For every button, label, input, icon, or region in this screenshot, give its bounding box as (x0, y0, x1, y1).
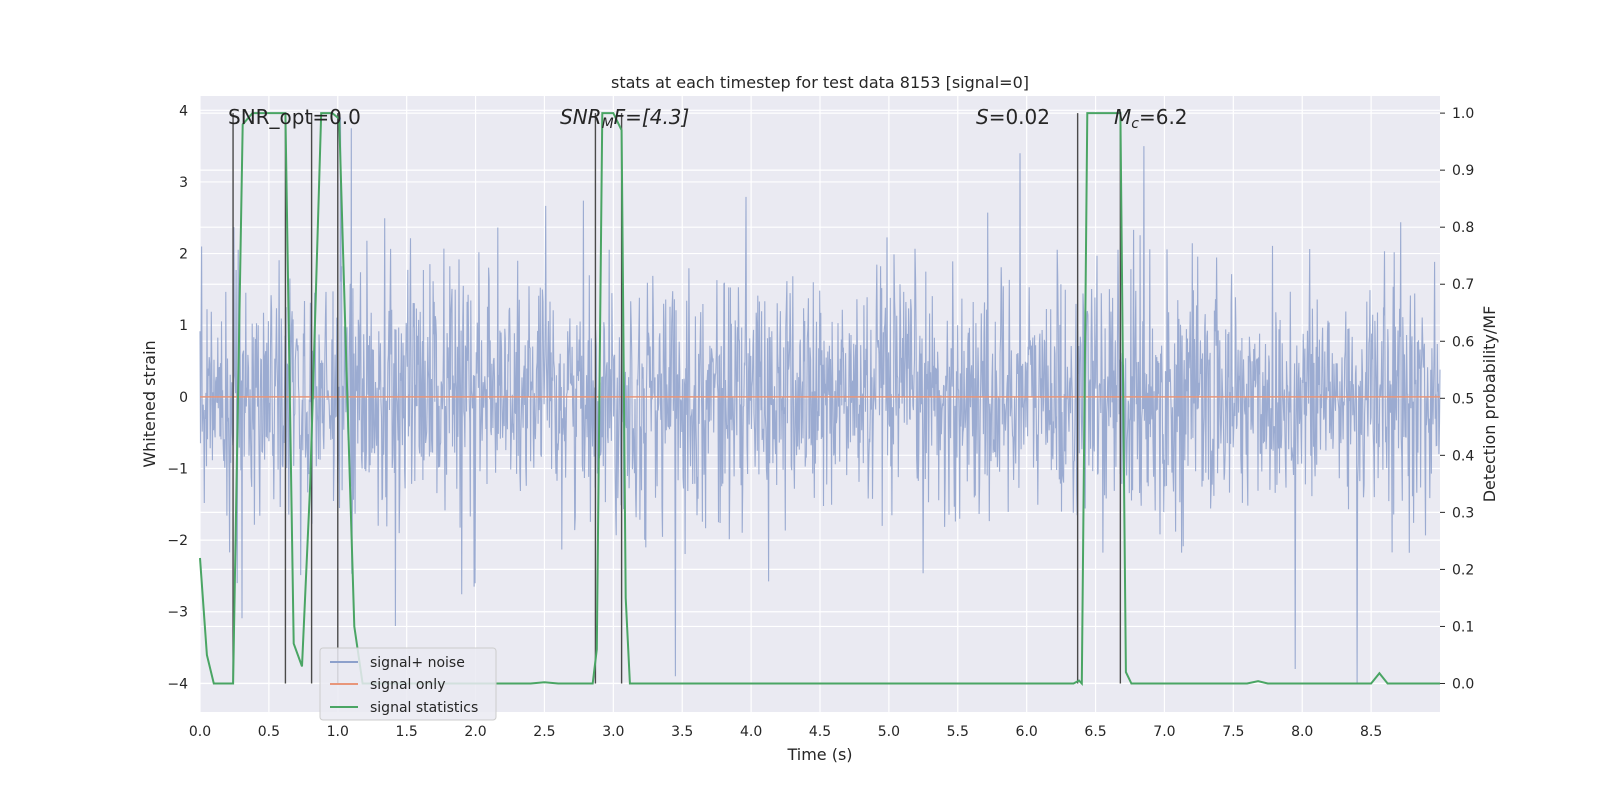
vertical-markers (232, 113, 1122, 684)
x-tick-label: 4.5 (809, 724, 831, 740)
x-tick-labels: 0.0 0.5 1.0 1.5 2.0 2.5 3.0 3.5 4.0 4.5 5.0 5.5 6.0 6… (189, 724, 1382, 740)
annotation-snr-mf-symbol: SNR (560, 105, 602, 129)
right-y-tick-label: 0.4 (1452, 448, 1474, 464)
y-tick-label: −4 (167, 676, 188, 692)
x-tick-label: 3.5 (671, 724, 693, 740)
y-tick-label: 0 (179, 390, 188, 406)
right-y-tick-label: 0.8 (1452, 220, 1474, 236)
right-y-tick-label: 0.5 (1452, 391, 1474, 407)
chart-title: stats at each timestep for test data 815… (611, 73, 1029, 92)
y-tick-labels: −4 −3 −2 −1 0 1 2 3 4 (167, 103, 188, 692)
signal-statistics-line (199, 112, 1440, 686)
right-y-tick-label: 0.0 (1452, 676, 1474, 692)
x-tick-label: 7.5 (1222, 724, 1244, 740)
y-tick-label: 2 (179, 247, 188, 263)
y-tick-label: 3 (179, 175, 188, 191)
right-y-tick-label: 0.6 (1452, 334, 1474, 350)
right-y-tick-label: 1.0 (1452, 106, 1474, 122)
right-y-tick-label: 0.9 (1452, 163, 1474, 179)
x-tick-label: 0.5 (258, 724, 280, 740)
annotation-mc-symbol: M (1114, 105, 1131, 129)
annotation-mc-value: =6.2 (1139, 105, 1188, 129)
x-tick-label: 2.0 (464, 724, 486, 740)
x-tick-label: 7.0 (1153, 724, 1175, 740)
right-y-tick-label: 0.1 (1452, 619, 1474, 635)
legend-frame (319, 647, 497, 721)
annotation-snr-mf: SNRMF=[4.3] (560, 105, 689, 132)
right-y-tick-labels: 0.0 0.1 0.2 0.3 0.4 0.5 0.6 0.7 0.8 0.9 1.0 (1440, 106, 1474, 692)
x-tick-label: 0.0 (189, 724, 211, 740)
x-tick-label: 5.0 (878, 724, 900, 740)
annotation-s: S=0.02 (976, 105, 1050, 129)
signal-noise-line (199, 117, 1441, 684)
x-axis-label: Time (s) (786, 745, 852, 764)
annotation-snr-mf-value: F=[4.3] (614, 105, 690, 129)
annotation-s-value: =0.02 (989, 105, 1050, 129)
y-axis-label: Whitened strain (140, 340, 159, 467)
right-y-tick-label: 0.7 (1452, 277, 1474, 293)
annotation-mc: Mc=6.2 (1114, 105, 1188, 132)
x-tick-label: 6.5 (1084, 724, 1106, 740)
y-tick-label: −1 (167, 461, 188, 477)
right-y-tick-label: 0.2 (1452, 562, 1474, 578)
right-y-axis-label: Detection probability/MF (1480, 306, 1499, 503)
y-tick-label: −2 (167, 533, 188, 549)
annotations: SNR_opt=0.0 SNRMF=[4.3] S=0.02 Mc=6.2 (228, 105, 1188, 132)
y-tick-label: −3 (167, 605, 188, 621)
x-tick-label: 1.5 (396, 724, 418, 740)
signal-statistics-series (199, 112, 1440, 686)
annotation-mc-subscript: c (1131, 116, 1139, 132)
x-tick-label: 5.5 (947, 724, 969, 740)
annotation-snr-mf-subscript: M (602, 116, 614, 132)
legend-label-signal-only: signal only (370, 677, 445, 693)
x-tick-label: 4.0 (740, 724, 762, 740)
annotation-s-symbol: S (976, 105, 989, 129)
y-tick-label: 1 (179, 318, 188, 334)
signal-noise-series (199, 117, 1441, 684)
x-tick-label: 6.0 (1016, 724, 1038, 740)
x-tick-label: 1.0 (327, 724, 349, 740)
legend-label-signal-statistics: signal statistics (370, 700, 478, 716)
legend: signal+ noise signal only signal statist… (319, 647, 497, 721)
y-tick-label: 4 (179, 103, 188, 119)
legend-label-signal-noise: signal+ noise (370, 655, 465, 671)
x-tick-label: 2.5 (533, 724, 555, 740)
x-tick-label: 8.5 (1360, 724, 1382, 740)
x-tick-label: 3.0 (602, 724, 624, 740)
x-tick-label: 8.0 (1291, 724, 1313, 740)
annotation-snr-opt: SNR_opt=0.0 (228, 105, 361, 129)
right-y-tick-label: 0.3 (1452, 505, 1474, 521)
